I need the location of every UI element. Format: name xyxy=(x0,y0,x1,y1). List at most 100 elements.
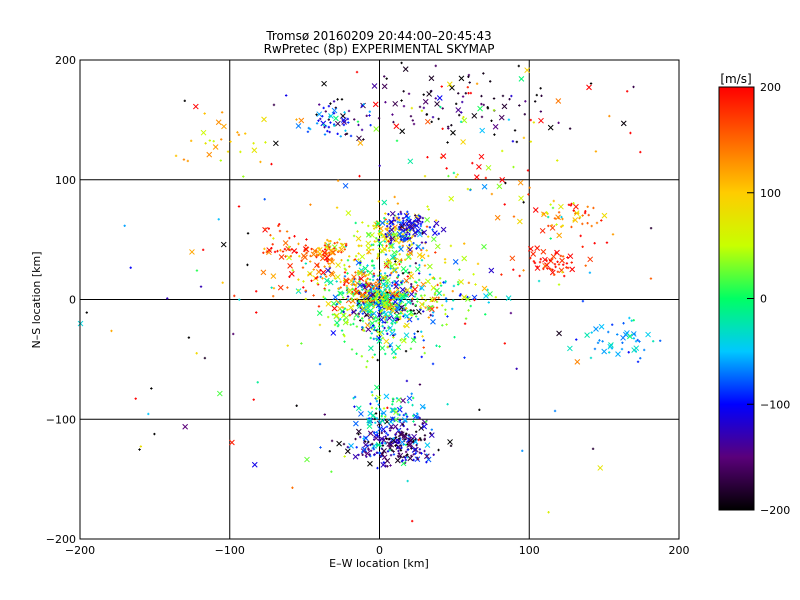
data-point-cross xyxy=(383,338,390,345)
data-point-cross xyxy=(434,101,440,107)
data-point-dot xyxy=(318,323,322,327)
data-point-dot xyxy=(467,281,471,285)
data-point-cross xyxy=(424,118,431,125)
data-point-dot xyxy=(350,298,354,301)
data-point-dot xyxy=(277,224,280,228)
data-point-cross xyxy=(394,457,401,464)
data-point-dot xyxy=(416,221,420,224)
data-point-dot xyxy=(348,313,352,317)
data-point-cross xyxy=(381,300,388,307)
data-point-dot xyxy=(322,295,325,299)
data-point-dot xyxy=(203,112,206,115)
data-point-dot xyxy=(338,238,341,241)
data-point-cross xyxy=(369,320,376,327)
data-point-cross xyxy=(393,123,400,130)
data-point-dot xyxy=(330,252,334,255)
data-point-cross xyxy=(389,407,396,413)
data-point-dot xyxy=(373,240,376,243)
data-point-dot xyxy=(521,449,524,453)
data-point-dot xyxy=(324,284,327,287)
data-point-cross xyxy=(77,320,84,327)
data-point-dot xyxy=(636,338,639,342)
data-point-dot xyxy=(449,444,453,448)
data-point-dot xyxy=(557,263,561,266)
data-point-dot xyxy=(290,248,293,251)
data-point-dot xyxy=(270,162,273,166)
data-point-dot xyxy=(509,311,513,315)
data-point-dot xyxy=(567,203,571,206)
data-point-dot xyxy=(396,454,400,458)
data-point-dot xyxy=(377,325,381,328)
data-point-dot xyxy=(366,299,369,302)
data-point-dot xyxy=(417,214,420,217)
data-point-dot xyxy=(508,97,511,101)
data-point-dot xyxy=(315,249,318,253)
data-point-dot xyxy=(432,453,435,456)
data-point-cross xyxy=(360,448,367,454)
data-point-cross xyxy=(316,310,323,316)
data-point-dot xyxy=(658,339,662,342)
data-point-cross xyxy=(407,158,414,165)
data-point-dot xyxy=(472,273,475,276)
data-point-dot xyxy=(539,110,543,113)
data-point-dot xyxy=(404,443,408,447)
data-point-dot xyxy=(378,407,382,411)
data-point-dot xyxy=(189,139,193,143)
data-point-dot xyxy=(414,218,417,222)
data-point-dot xyxy=(350,283,353,286)
data-point-dot xyxy=(427,254,430,258)
data-point-dot xyxy=(329,121,332,124)
data-point-cross xyxy=(539,227,546,234)
data-point-cross xyxy=(392,224,398,231)
data-point-dot xyxy=(570,261,573,264)
data-point-dot xyxy=(639,357,642,360)
data-point-dot xyxy=(410,285,413,288)
data-point-dot xyxy=(469,188,472,192)
data-point-dot xyxy=(368,110,372,113)
data-point-cross xyxy=(182,423,189,430)
data-point-dot xyxy=(417,272,421,275)
data-point-dot xyxy=(429,313,432,317)
data-point-dot xyxy=(377,116,381,120)
data-point-cross xyxy=(436,95,443,101)
data-point-dot xyxy=(416,297,419,301)
data-point-dot xyxy=(396,317,399,320)
data-point-cross xyxy=(382,311,389,317)
data-point-dot xyxy=(557,283,561,286)
data-point-cross xyxy=(340,117,347,123)
data-point-dot xyxy=(515,367,518,370)
data-point-cross xyxy=(424,217,431,223)
data-point-dot xyxy=(397,241,401,245)
data-point-dot xyxy=(359,263,362,267)
data-point-cross xyxy=(404,287,411,293)
data-point-dot xyxy=(607,330,610,334)
data-point-dot xyxy=(556,159,559,162)
data-point-cross xyxy=(378,435,385,442)
data-point-cross xyxy=(620,120,627,127)
data-point-dot xyxy=(272,237,275,240)
data-point-cross xyxy=(367,410,374,417)
data-point-dot xyxy=(267,227,271,230)
data-point-dot xyxy=(385,425,389,428)
data-point-cross xyxy=(378,294,385,301)
data-point-dot xyxy=(402,413,405,417)
data-point-dot xyxy=(539,87,542,90)
data-point-dot xyxy=(388,273,392,277)
data-point-dot xyxy=(411,396,415,400)
data-point-dot xyxy=(398,300,402,304)
data-point-dot xyxy=(336,179,340,182)
data-point-cross xyxy=(411,447,418,453)
data-point-cross xyxy=(455,107,462,113)
data-point-dot xyxy=(593,241,596,245)
data-point-dot xyxy=(535,93,538,97)
data-point-dot xyxy=(408,264,412,268)
data-point-dot xyxy=(386,345,389,349)
data-point-cross xyxy=(342,319,349,326)
plot-points xyxy=(77,61,662,523)
y-tick-label: 200 xyxy=(55,54,76,67)
data-point-dot xyxy=(358,174,361,178)
data-point-dot xyxy=(401,423,404,426)
data-point-dot xyxy=(429,432,432,435)
data-point-dot xyxy=(414,214,417,217)
data-point-cross xyxy=(425,278,431,285)
